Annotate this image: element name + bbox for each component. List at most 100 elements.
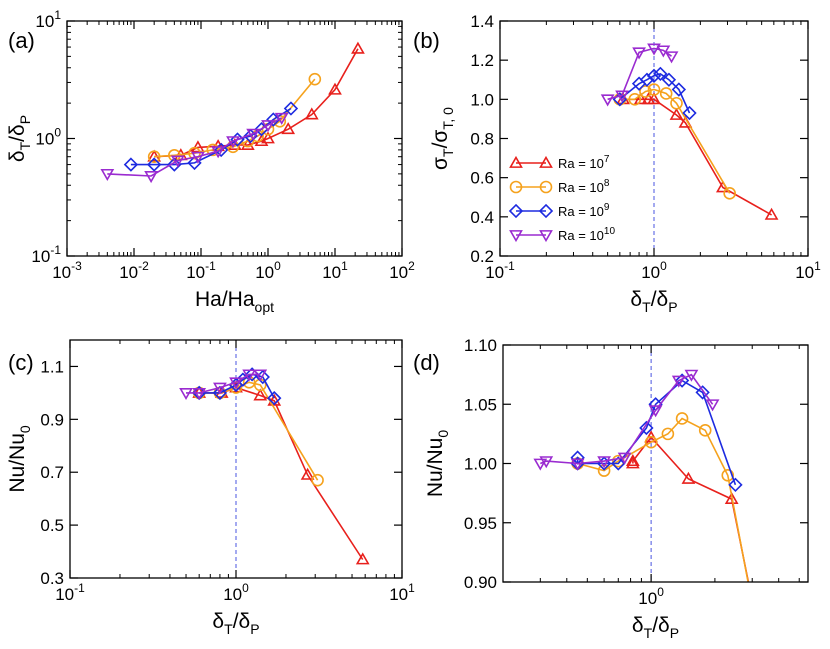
x-tick-label: 10-1 (186, 259, 216, 282)
data-point-Ra10 (179, 387, 193, 401)
y-tick-label: 1.4 (470, 12, 494, 31)
data-point-Ra9 (123, 157, 139, 172)
y-tick-label: 0.2 (470, 247, 494, 266)
panel-label: (a) (8, 28, 35, 53)
axes-frame (66, 20, 403, 257)
data-point-Ra7 (351, 41, 365, 54)
legend-item-Ra10: Ra = 1010 (509, 226, 615, 243)
y-tick-label: 0.3 (40, 569, 64, 588)
data-point-Ra10 (597, 456, 611, 469)
y-tick-label: 1.1 (40, 357, 64, 376)
data-point-Ra7 (304, 107, 319, 120)
data-point-Ra9 (266, 112, 281, 127)
legend-marker (539, 155, 553, 168)
data-point-Ra8 (206, 143, 220, 157)
data-point-Ra7 (633, 92, 648, 105)
y-tick-label: 0.95 (464, 514, 497, 533)
data-point-Ra10 (242, 369, 257, 382)
data-point-Ra10 (226, 136, 240, 149)
data-point-Ra8 (311, 473, 324, 487)
data-point-Ra8 (723, 187, 736, 200)
y-axis-label: σT/σT, 0 (429, 107, 456, 170)
x-axis-label: δT/δP (212, 610, 259, 637)
plot-area (179, 367, 370, 565)
data-point-Ra7 (681, 471, 696, 484)
legend-label: Ra = 108 (558, 178, 610, 195)
data-point-Ra7 (253, 388, 268, 401)
data-point-Ra7 (281, 122, 296, 135)
data-point-Ra9 (674, 373, 690, 388)
data-point-Ra10 (144, 171, 158, 184)
data-point-Ra9 (653, 66, 668, 82)
legend-marker (509, 155, 523, 168)
series-line-Ra7 (154, 48, 359, 158)
panel-label: (d) (413, 350, 440, 375)
data-point-Ra9 (646, 68, 662, 84)
y-axis-label: Nu/Nu0 (6, 425, 33, 493)
series-line-Ra7 (199, 386, 364, 560)
data-point-Ra8 (675, 412, 689, 425)
data-point-Ra9 (695, 385, 710, 400)
x-tick-label: 102 (389, 259, 415, 282)
legend-marker (539, 180, 553, 194)
y-tick-label: 1.10 (464, 336, 497, 355)
data-point-Ra9 (213, 142, 229, 158)
data-point-Ra7 (764, 207, 779, 220)
x-tick-label: 100 (223, 581, 249, 604)
data-point-Ra9 (661, 72, 677, 87)
panel-b: (b) 10-1 100 101 0.2 0.4 0.6 0.8 1.0 1.2 1.4 δT/δP σ… (413, 12, 821, 315)
data-point-Ra7 (355, 552, 370, 565)
data-point-Ra7 (300, 467, 315, 480)
y-tick-label: 0.4 (470, 208, 494, 227)
data-point-Ra10 (656, 45, 671, 58)
legend: Ra = 107 Ra = 108 Ra = 109 Ra = 1010 (508, 154, 615, 243)
data-point-Ra10 (570, 458, 585, 471)
x-tick-label: 100 (641, 259, 667, 282)
x-axis-label: δT/δP (632, 614, 679, 641)
data-point-Ra10 (533, 458, 548, 471)
data-point-Ra10 (539, 456, 554, 469)
data-point-Ra7 (328, 82, 342, 95)
data-point-Ra9 (639, 420, 654, 436)
panel-label: (b) (413, 28, 440, 53)
legend-marker (509, 230, 523, 243)
x-axis-label: Ha/Haopt (195, 288, 274, 315)
data-point-Ra8 (308, 72, 322, 86)
data-point-Ra10 (615, 90, 629, 103)
data-point-Ra10 (684, 369, 699, 382)
data-point-Ra9 (639, 72, 655, 87)
y-tick-label: 0.90 (464, 573, 497, 592)
legend-label: Ra = 109 (558, 202, 610, 219)
data-point-Ra7 (647, 92, 661, 105)
data-point-Ra8 (698, 424, 712, 437)
plot-area (100, 41, 365, 184)
data-point-Ra10 (705, 399, 720, 412)
x-tick-label: 10-2 (119, 259, 149, 282)
y-tick-label: 0.5 (40, 516, 64, 535)
data-point-Ra9 (267, 390, 282, 406)
data-point-Ra8 (670, 96, 683, 110)
series-line-Ra10 (540, 373, 714, 465)
data-point-Ra8 (639, 85, 652, 98)
y-tick-label: 0.7 (40, 463, 64, 482)
legend-item-Ra8: Ra = 108 (509, 178, 610, 195)
data-point-Ra10 (632, 47, 646, 60)
y-tick-label: 10-1 (31, 243, 61, 266)
data-point-Ra9 (167, 157, 182, 172)
data-point-Ra10 (229, 377, 243, 390)
x-tick-label: 10-1 (55, 581, 85, 604)
data-point-Ra10 (191, 151, 205, 164)
data-point-Ra9 (611, 456, 626, 471)
data-point-Ra7 (240, 137, 255, 150)
x-tick-label: 101 (389, 581, 415, 604)
legend-item-Ra7: Ra = 107 (509, 154, 610, 171)
series-line-Ra10 (186, 373, 261, 394)
legend-marker (508, 203, 524, 219)
legend-marker (509, 180, 523, 194)
data-point-Ra9 (243, 128, 258, 144)
y-tick-label: 0.6 (470, 169, 494, 188)
data-point-Ra7 (747, 595, 758, 605)
data-point-Ra8 (748, 606, 759, 617)
panel-c: (c) 10-1 100 101 0.3 0.5 0.7 0.9 1.1 δT/δP Nu/Nu0 (6, 339, 415, 637)
x-tick-label: 100 (638, 585, 664, 608)
